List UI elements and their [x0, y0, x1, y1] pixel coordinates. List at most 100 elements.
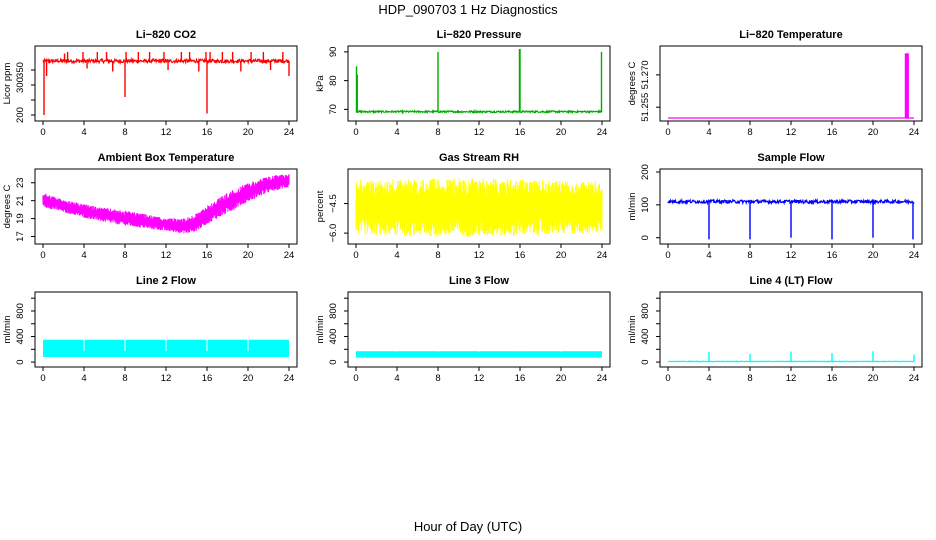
panel-title: Line 2 Flow	[136, 275, 196, 287]
x-tick-label: 4	[394, 127, 399, 138]
y-tick-label: 100	[640, 197, 651, 213]
x-tick-label: 0	[665, 127, 670, 138]
x-tick-label: 0	[665, 250, 670, 261]
x-tick-label: 24	[909, 127, 920, 138]
y-axis-label: degrees C	[2, 184, 13, 228]
panel-title: Li−820 Temperature	[739, 29, 842, 41]
x-tick-label: 20	[868, 250, 879, 261]
y-axis-label: ml/min	[2, 316, 13, 344]
x-tick-label: 24	[597, 127, 608, 138]
series-rh	[355, 178, 603, 237]
x-tick-label: 4	[394, 250, 399, 261]
x-tick-label: 24	[909, 250, 920, 261]
series-band	[42, 174, 290, 234]
series-line	[355, 108, 603, 115]
y-axis-label: ml/min	[315, 316, 326, 344]
series-temp	[668, 53, 914, 119]
x-tick-label: 20	[243, 373, 254, 384]
y-axis-label: percent	[315, 190, 326, 222]
y-tick-label: 400	[15, 329, 26, 345]
x-tick-label: 8	[747, 127, 752, 138]
x-tick-label: 4	[81, 127, 86, 138]
panel-temp: Li−820 Temperature 0 4 8 12 16 20 24 51.255 51.27…	[627, 29, 923, 138]
y-tick-label: 80	[328, 75, 339, 86]
y-tick-label: 300	[15, 77, 26, 93]
panel-title: Ambient Box Temperature	[98, 152, 235, 164]
y-tick-label: 800	[15, 303, 26, 319]
y-tick-label: 70	[328, 104, 339, 115]
panel-title: Line 3 Flow	[449, 275, 509, 287]
panel-title: Sample Flow	[757, 152, 825, 164]
x-tick-label: 0	[40, 127, 45, 138]
x-tick-label: 8	[435, 250, 440, 261]
x-tick-label: 16	[202, 250, 213, 261]
x-tick-label: 8	[435, 373, 440, 384]
x-tick-label: 24	[284, 250, 295, 261]
x-tick-label: 24	[597, 250, 608, 261]
y-tick-label: 800	[328, 303, 339, 319]
x-tick-label: 4	[394, 373, 399, 384]
x-tick-label: 20	[556, 250, 567, 261]
x-tick-label: 24	[597, 373, 608, 384]
x-tick-label: 16	[827, 250, 838, 261]
y-tick-label: 0	[640, 235, 651, 240]
x-tick-label: 16	[202, 373, 213, 384]
x-tick-label: 16	[515, 373, 526, 384]
x-tick-label: 0	[353, 373, 358, 384]
x-tick-label: 16	[827, 373, 838, 384]
y-tick-label: 0	[640, 359, 651, 364]
series-block	[904, 53, 909, 118]
x-tick-label: 24	[284, 127, 295, 138]
y-axis-label: kPa	[315, 75, 326, 92]
series-area	[356, 351, 602, 358]
y-tick-label: 51.270	[640, 60, 651, 89]
panel-pressure: Li−820 Pressure 0 4 8 12 16 20 24 70 80 90 kPa	[315, 29, 611, 138]
y-tick-label: 200	[15, 107, 26, 123]
x-tick-label: 12	[474, 127, 485, 138]
x-tick-label: 20	[243, 127, 254, 138]
x-tick-label: 12	[474, 373, 485, 384]
x-tick-label: 8	[435, 127, 440, 138]
series-sample	[667, 197, 915, 240]
x-tick-label: 8	[122, 127, 127, 138]
x-tick-label: 12	[786, 127, 797, 138]
series-co2	[42, 52, 290, 115]
series-band	[355, 178, 603, 237]
x-tick-label: 24	[909, 373, 920, 384]
y-tick-label: 200	[640, 164, 651, 180]
y-tick-label: 17	[15, 231, 26, 242]
y-axis-label: degrees C	[627, 61, 638, 105]
x-tick-label: 4	[81, 373, 86, 384]
x-tick-label: 16	[515, 250, 526, 261]
panel-title: Li−820 Pressure	[437, 29, 522, 41]
x-tick-label: 16	[202, 127, 213, 138]
x-tick-label: 4	[81, 250, 86, 261]
x-tick-label: 8	[747, 250, 752, 261]
panel-sample: Sample Flow 0 4 8 12 16 20 24 0 100 200 ml/min	[627, 152, 923, 261]
y-tick-label: 400	[640, 329, 651, 345]
x-tick-label: 20	[556, 373, 567, 384]
panel-title: Line 4 (LT) Flow	[750, 275, 833, 287]
panel-title: Li−820 CO2	[136, 29, 196, 41]
x-tick-label: 4	[706, 127, 711, 138]
plot-frame	[347, 45, 611, 122]
x-tick-label: 20	[868, 127, 879, 138]
x-tick-label: 24	[284, 373, 295, 384]
y-tick-label: 51.255	[640, 93, 651, 122]
series-line4	[667, 351, 915, 363]
x-tick-label: 0	[353, 250, 358, 261]
y-axis-label: ml/min	[627, 193, 638, 221]
series-line2	[43, 338, 289, 357]
x-tick-label: 4	[706, 373, 711, 384]
x-tick-label: 20	[868, 373, 879, 384]
x-tick-label: 0	[40, 250, 45, 261]
y-tick-label: −6.0	[328, 224, 339, 243]
panel-title: Gas Stream RH	[439, 152, 519, 164]
series-ambient	[42, 174, 290, 234]
y-tick-label: 90	[328, 47, 339, 58]
y-tick-label: 0	[328, 359, 339, 364]
